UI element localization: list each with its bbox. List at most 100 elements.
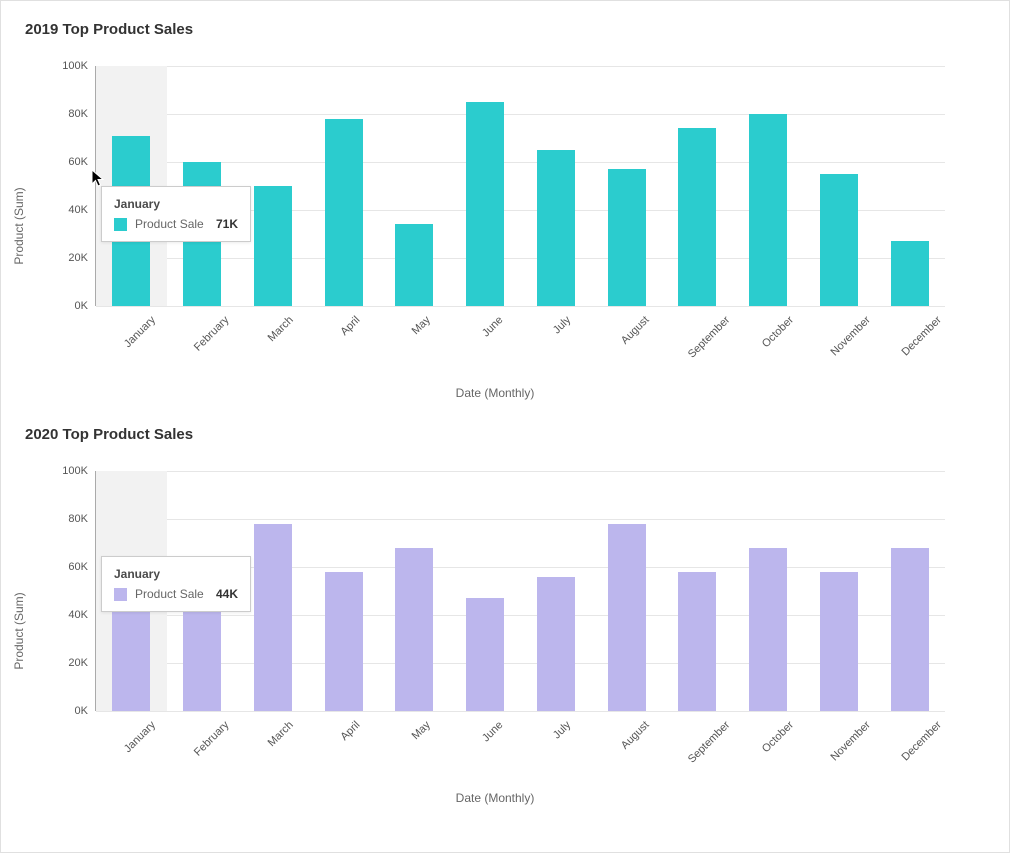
y-axis-label: Product (Sum) [12,187,26,264]
bar-slot[interactable] [379,66,450,306]
x-tick: August [591,715,662,775]
bar[interactable] [891,241,929,306]
y-tick-label: 0K [75,300,96,312]
bar-slot[interactable] [308,471,379,711]
bar-slot[interactable] [379,471,450,711]
x-tick: July [520,715,591,775]
tooltip-series-label: Product Sale [135,217,208,231]
x-tick-label: May [409,314,432,337]
bar-slot[interactable] [733,66,804,306]
bar[interactable] [395,548,433,711]
tooltip-title: January [114,197,238,211]
bar[interactable] [820,572,858,711]
y-tick-label: 0K [75,705,96,717]
bar[interactable] [820,174,858,306]
bar[interactable] [749,548,787,711]
bar[interactable] [325,119,363,306]
x-tick: November [803,715,874,775]
x-tick-label: July [551,719,573,741]
bar-slot[interactable] [521,471,592,711]
bar-slot[interactable] [450,66,521,306]
x-tick-label: January [122,314,158,350]
bar-slot[interactable] [804,471,875,711]
x-tick-label: April [338,314,362,338]
chart-title: 2019 Top Product Sales [25,21,985,38]
bar[interactable] [466,102,504,306]
x-tick-label: July [551,314,573,336]
x-tick-label: March [266,719,296,749]
chart-2020: 2020 Top Product Sales Product (Sum) 0K2… [25,426,985,801]
x-tick: October [732,310,803,370]
chart-area[interactable]: Product (Sum) 0K20K40K60K80K100K January… [25,461,965,801]
x-tick-label: December [899,719,943,763]
bar-slot[interactable] [521,66,592,306]
tooltip-swatch [114,218,127,231]
x-tick-label: November [828,719,872,763]
bar[interactable] [254,524,292,711]
y-tick-label: 20K [68,657,96,669]
bar[interactable] [254,186,292,306]
x-tick-label: August [619,314,652,347]
grid-line [96,711,945,712]
bar-slot[interactable] [450,471,521,711]
y-tick-label: 40K [68,204,96,216]
bar[interactable] [678,128,716,306]
x-tick: September [662,310,733,370]
bar[interactable] [749,114,787,306]
bar[interactable] [608,524,646,711]
x-axis-ticks: JanuaryFebruaryMarchAprilMayJuneJulyAugu… [95,310,945,370]
x-tick-label: March [266,314,296,344]
y-axis-label: Product (Sum) [12,592,26,669]
bar[interactable] [395,224,433,306]
bar-slot[interactable] [308,66,379,306]
y-tick-label: 20K [68,252,96,264]
grid-line [96,306,945,307]
y-tick-label: 100K [62,465,96,477]
bar[interactable] [678,572,716,711]
y-tick-label: 80K [68,108,96,120]
x-tick-label: May [409,719,432,742]
x-tick: January [95,310,166,370]
bar[interactable] [891,548,929,711]
x-tick-label: April [338,719,362,743]
tooltip-value: 71K [216,217,238,231]
x-tick-label: June [480,719,505,744]
x-tick-label: August [619,719,652,752]
bar-slot[interactable] [874,66,945,306]
tooltip-row: Product Sale 71K [114,217,238,231]
x-tick-label: September [686,314,733,361]
bar-slot[interactable] [874,471,945,711]
x-tick: October [732,715,803,775]
bar[interactable] [466,598,504,711]
chart-title: 2020 Top Product Sales [25,426,985,443]
x-tick: May [378,310,449,370]
x-axis-label: Date (Monthly) [456,791,535,805]
x-tick: May [378,715,449,775]
x-tick-label: November [828,314,872,358]
x-tick-label: September [686,719,733,766]
x-tick: April [307,310,378,370]
tooltip-series-label: Product Sale [135,587,208,601]
x-axis-label: Date (Monthly) [456,386,535,400]
chart-area[interactable]: Product (Sum) 0K20K40K60K80K100K January… [25,56,965,396]
tooltip-swatch [114,588,127,601]
bar-slot[interactable] [662,471,733,711]
bar[interactable] [183,596,221,711]
x-tick: April [307,715,378,775]
x-tick-label: January [122,719,158,755]
bar[interactable] [325,572,363,711]
bar-slot[interactable] [591,471,662,711]
bar[interactable] [537,577,575,711]
bar-slot[interactable] [662,66,733,306]
bar[interactable] [112,605,150,711]
page-container: 2019 Top Product Sales Product (Sum) 0K2… [0,0,1010,853]
bar-slot[interactable] [733,471,804,711]
x-tick: March [237,310,308,370]
chart-2019: 2019 Top Product Sales Product (Sum) 0K2… [25,21,985,396]
bar[interactable] [537,150,575,306]
tooltip-value: 44K [216,587,238,601]
bar-slot[interactable] [804,66,875,306]
bar[interactable] [608,169,646,306]
bar-slot[interactable] [591,66,662,306]
x-tick: June [449,310,520,370]
